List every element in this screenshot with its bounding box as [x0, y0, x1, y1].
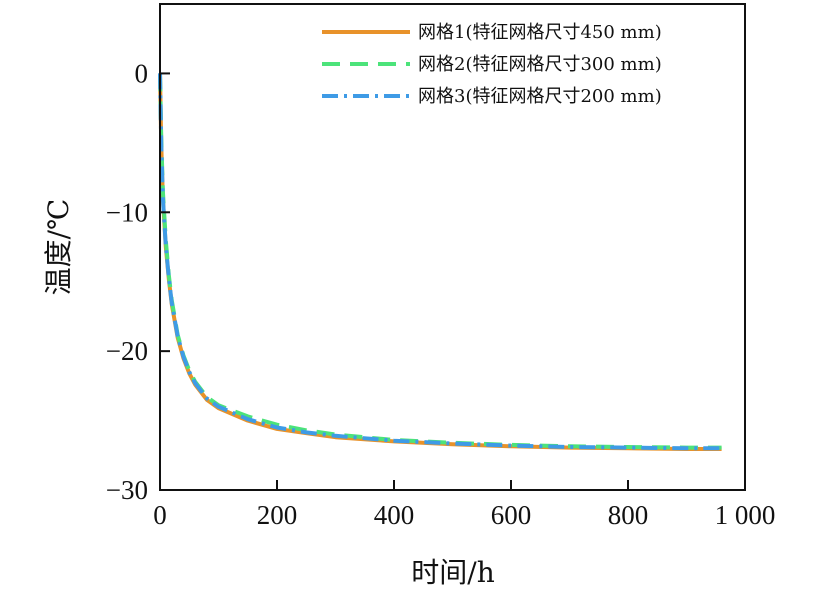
y-tick-label: −20 [106, 336, 148, 366]
x-tick-label: 200 [257, 500, 298, 530]
y-tick-label: −10 [106, 197, 148, 227]
legend: 网格1(特征网格尺寸450 mm) 网格2(特征网格尺寸300 mm) 网格3(… [322, 22, 662, 107]
x-tick-label: 800 [608, 500, 649, 530]
x-tick-label: 600 [491, 500, 532, 530]
x-tick-label: 1 000 [715, 500, 776, 530]
series-layer [158, 73, 722, 451]
series-line-mesh1 [158, 73, 722, 451]
legend-label-mesh1: 网格1(特征网格尺寸450 mm) [418, 22, 662, 43]
series-line-mesh2 [158, 73, 722, 450]
x-tick-label: 400 [374, 500, 415, 530]
y-tick-label: −30 [106, 475, 148, 505]
series-line-mesh3 [158, 73, 722, 451]
legend-label-mesh2: 网格2(特征网格尺寸300 mm) [418, 54, 662, 75]
x-axis-title: 时间/h [411, 556, 494, 589]
x-tick-label: 0 [153, 500, 167, 530]
y-tick-label: 0 [135, 58, 149, 88]
legend-label-mesh3: 网格3(特征网格尺寸200 mm) [418, 86, 662, 107]
tick-layer: 0 200 400 600 800 1 000 0 −10 −20 −30 [106, 58, 776, 530]
plot-frame [159, 3, 746, 491]
y-axis-title: 温度/℃ [42, 199, 75, 296]
